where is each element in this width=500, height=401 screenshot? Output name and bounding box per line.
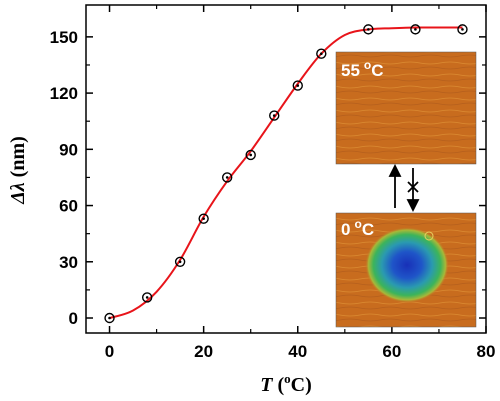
data-point-center: [249, 153, 253, 157]
data-point-center: [414, 28, 417, 31]
data-point-center: [202, 217, 205, 220]
data-point-center: [145, 296, 149, 299]
inset-0C-small-ring: [424, 231, 434, 241]
y-tick-label: 30: [59, 253, 78, 272]
y-axis-title: Δλ(nm): [7, 136, 29, 205]
inset-0C-blue-spot: [365, 227, 449, 303]
x-tick-label: 60: [382, 342, 401, 361]
arrow-up-head: [388, 163, 402, 177]
x-tick-label: 0: [105, 342, 114, 361]
y-tick-label: 90: [59, 140, 78, 159]
x-tick-label: 20: [194, 342, 213, 361]
x-axis-title: T (oC): [260, 371, 312, 396]
inset-55C: 55 oC: [335, 51, 477, 165]
data-point: [410, 24, 421, 35]
transition-arrows: [388, 163, 420, 213]
plot-frame: [85, 4, 487, 334]
arrow-down-head: [406, 199, 420, 213]
data-points: [104, 24, 468, 324]
data-point: [457, 24, 468, 35]
data-point: [198, 213, 209, 224]
inset-0C-label: 0 oC: [341, 217, 374, 239]
inset-55C-label: 55 oC: [341, 58, 384, 80]
y-tick-label: 150: [50, 28, 78, 47]
data-point: [174, 256, 186, 267]
data-point-center: [225, 176, 229, 179]
data-point: [269, 110, 280, 121]
data-point-center: [296, 84, 300, 87]
fit-curve: [109, 26, 463, 319]
data-point: [104, 312, 115, 324]
y-tick-label: 0: [69, 309, 78, 328]
inset-55C-image: [335, 51, 477, 165]
data-point: [316, 48, 327, 59]
data-point: [221, 172, 233, 183]
axes: 0 20 40 60 80 0 30 60 90 120 150: [50, 5, 496, 361]
y-tick-label: 60: [59, 197, 78, 216]
data-point: [363, 24, 374, 35]
data-point-center: [367, 28, 370, 31]
inset-0C: 0 oC: [335, 212, 477, 328]
data-point-center: [319, 52, 323, 56]
blocked-cross-b: [407, 181, 419, 193]
data-point: [141, 292, 153, 303]
data-point-center: [461, 28, 464, 31]
data-point-center: [178, 260, 182, 264]
data-point-center: [272, 114, 276, 117]
data-point: [245, 149, 256, 161]
x-tick-label: 80: [477, 342, 496, 361]
x-tick-label: 40: [288, 342, 307, 361]
data-point: [292, 80, 303, 91]
y-tick-label: 120: [50, 84, 78, 103]
data-point-center: [108, 316, 111, 320]
